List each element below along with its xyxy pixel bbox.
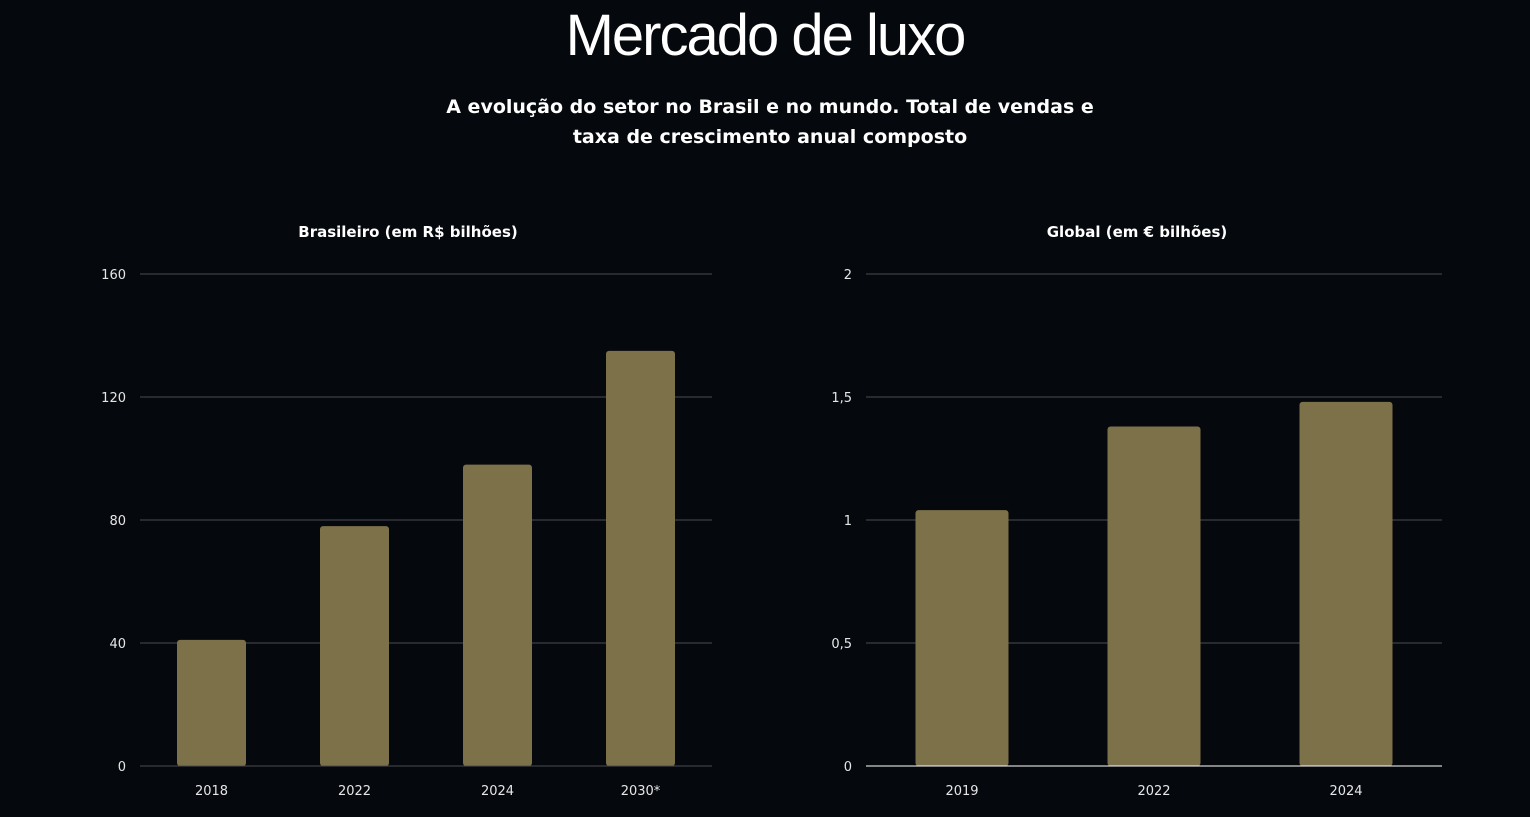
bar-2022	[320, 526, 389, 766]
x-tick-label: 2024	[481, 784, 514, 799]
y-tick-label: 0	[118, 760, 126, 775]
bar-2030*	[606, 350, 675, 766]
chart-title: Brasileiro (em R$ bilhões)	[298, 223, 517, 241]
y-tick-label: 2	[844, 268, 852, 283]
x-tick-label: 2018	[195, 784, 228, 799]
x-tick-label: 2019	[945, 784, 978, 799]
y-tick-label: 160	[101, 268, 126, 283]
page-subtitle: A evolução do setor no Brasil e no mundo…	[446, 96, 1094, 148]
y-tick-label: 1,5	[831, 391, 852, 406]
x-tick-label: 2030*	[621, 784, 661, 799]
page-title: Mercado de luxo	[565, 3, 967, 68]
y-tick-label: 1	[844, 514, 852, 529]
bar-2024	[463, 464, 532, 766]
bar-2024	[1299, 401, 1393, 766]
y-tick-label: 0,5	[831, 637, 852, 652]
y-tick-label: 120	[101, 391, 126, 406]
bar-2022	[1107, 426, 1201, 766]
bar-2018	[177, 639, 246, 766]
y-tick-label: 40	[109, 637, 126, 652]
y-tick-label: 0	[844, 760, 852, 775]
x-tick-label: 2024	[1329, 784, 1362, 799]
x-tick-label: 2022	[338, 784, 371, 799]
x-tick-label: 2022	[1137, 784, 1170, 799]
chart-title: Global (em € bilhões)	[1047, 223, 1227, 241]
bar-2019	[915, 510, 1009, 766]
y-tick-label: 80	[109, 514, 126, 529]
